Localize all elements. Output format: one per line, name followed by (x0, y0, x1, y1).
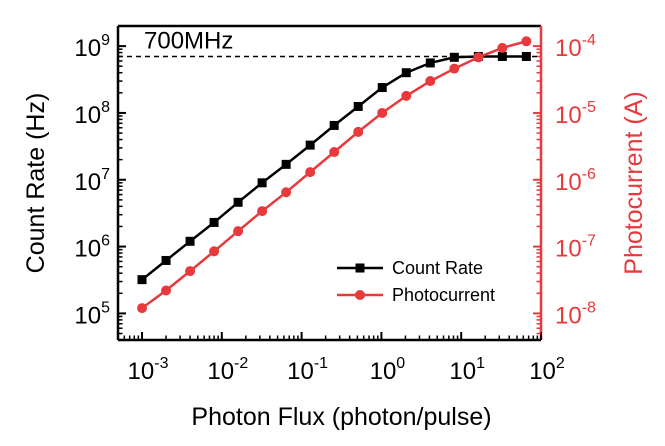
count-rate-point (137, 275, 147, 285)
y-right-tick-label: 10-6 (555, 166, 596, 196)
x-tick-label: 10-1 (287, 355, 328, 385)
legend-label: Photocurrent (392, 285, 495, 305)
y-left-axis-title: Count Rate (Hz) (22, 93, 50, 274)
photocurrent-point (185, 266, 196, 277)
y-right-tick-label: 10-4 (555, 32, 596, 62)
legend-square-marker (355, 263, 365, 273)
x-tick-label: 100 (370, 355, 406, 385)
photocurrent-point (449, 63, 460, 74)
y-right-tick-label: 10-8 (555, 299, 596, 329)
photocurrent-point (521, 36, 532, 47)
count-rate-point (161, 255, 171, 265)
legend-label: Count Rate (392, 258, 483, 278)
count-rate-line (141, 55, 527, 281)
photocurrent-point (161, 285, 172, 296)
photocurrent-point (209, 246, 220, 257)
count-rate-point (353, 101, 363, 111)
y-left-tick-label: 107 (74, 166, 110, 196)
x-tick-label: 101 (449, 355, 485, 385)
count-rate-point (281, 159, 291, 169)
photocurrent-point (305, 167, 316, 178)
y-left-tick-label: 105 (74, 299, 110, 329)
y-left-tick-label: 109 (74, 32, 110, 62)
photocurrent-point (329, 147, 340, 158)
x-tick-label: 10-3 (128, 355, 169, 385)
y-right-tick-label: 10-7 (555, 233, 596, 263)
photocurrent-point (353, 126, 364, 137)
count-rate-point (329, 120, 339, 130)
y-left-tick-label: 106 (74, 233, 110, 263)
x-tick-label: 10-2 (207, 355, 248, 385)
count-rate-point (425, 58, 435, 68)
reference-line-label: 700MHz (144, 27, 233, 54)
x-tick-label: 102 (529, 355, 565, 385)
photocurrent-point (137, 303, 148, 314)
y-right-axis-title: Photocurrent (A) (620, 91, 648, 274)
count-rate-point (185, 236, 195, 246)
photocurrent-point (257, 206, 268, 217)
x-axis-title: Photon Flux (photon/pulse) (191, 403, 491, 431)
count-rate-point (521, 51, 531, 61)
photocurrent-point (281, 187, 292, 198)
count-rate-point (209, 217, 219, 227)
count-rate-point (377, 83, 387, 93)
y-left-tick-label: 108 (74, 99, 110, 129)
y-right-tick-label: 10-5 (555, 99, 596, 129)
photocurrent-point (473, 52, 484, 63)
legend-circle-marker (355, 290, 365, 300)
photocurrent-point (497, 42, 508, 53)
photocurrent-point (377, 107, 388, 118)
count-rate-point (257, 178, 267, 188)
count-rate-point (497, 51, 507, 61)
photocurrent-point (401, 90, 412, 101)
photocurrent-point (233, 226, 244, 237)
count-rate-point (401, 68, 411, 78)
count-rate-point (233, 197, 243, 207)
photocurrent-point (425, 76, 436, 87)
count-rate-point (449, 52, 459, 62)
count-rate-point (305, 140, 315, 150)
